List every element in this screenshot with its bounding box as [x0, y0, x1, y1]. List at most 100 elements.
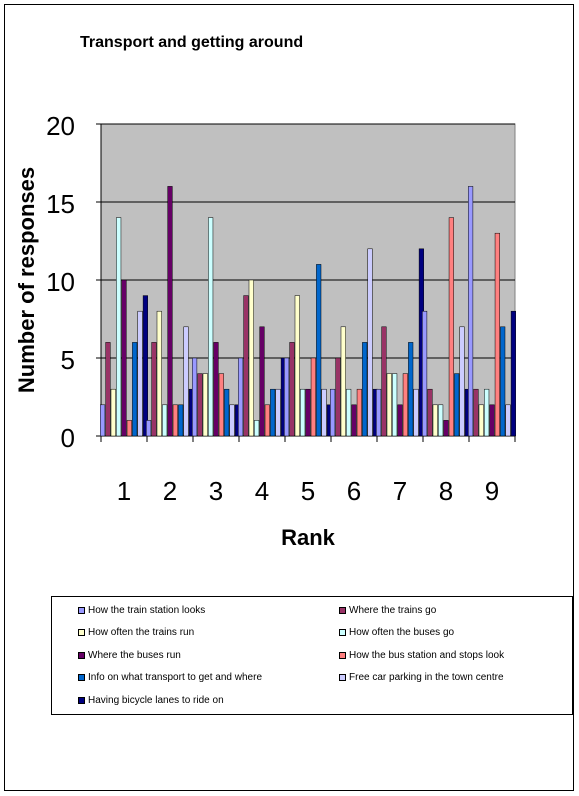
bar [264, 404, 270, 437]
legend-label: How often the buses go [349, 627, 455, 638]
bar [335, 357, 341, 437]
bar [254, 420, 260, 437]
bar [172, 404, 178, 437]
legend-swatch [78, 629, 85, 636]
bar [459, 326, 465, 437]
bar [484, 388, 490, 437]
x-axis-label: Rank [281, 525, 336, 550]
chart-legend: How the train station looks Where the tra… [51, 596, 573, 715]
bar [478, 404, 484, 437]
legend-label: Info on what transport to get and where [88, 672, 262, 683]
bar [213, 342, 219, 437]
legend-item: Having bicycle lanes to ride on [78, 693, 224, 707]
bar [167, 186, 173, 437]
bar [392, 373, 398, 437]
bar [316, 264, 322, 437]
legend-label: Free car parking in the town centre [349, 672, 504, 683]
bar [192, 357, 198, 437]
bar [386, 373, 392, 437]
legend-item: Info on what transport to get and where [78, 671, 262, 685]
bar [156, 310, 162, 437]
bar [413, 388, 419, 437]
legend-swatch [339, 629, 346, 636]
legend-swatch [78, 651, 85, 659]
bar [132, 342, 138, 437]
bar [468, 186, 474, 437]
bar [376, 388, 382, 437]
bar [494, 232, 500, 437]
bar [346, 388, 352, 437]
bar [443, 420, 449, 437]
bar [321, 388, 327, 437]
legend-item: Free car parking in the town centre [339, 671, 504, 685]
legend-swatch [339, 606, 346, 614]
bar [105, 342, 111, 437]
bar [510, 310, 516, 437]
bar [229, 404, 235, 437]
bar [202, 373, 208, 437]
legend-swatch [339, 674, 346, 681]
bar [248, 279, 254, 437]
legend-label: How the train station looks [88, 604, 206, 616]
y-tick-label: 0 [61, 423, 75, 453]
bar [270, 388, 276, 437]
bar [427, 388, 433, 437]
bar [397, 404, 403, 437]
bar [275, 388, 281, 437]
bar [330, 388, 336, 437]
legend-label: Having bicycle lanes to ride on [88, 694, 224, 706]
bar [500, 326, 506, 437]
x-tick-label: 4 [255, 476, 269, 506]
bar [142, 295, 148, 437]
legend-label: Where the buses run [88, 649, 181, 661]
legend-item: Where the trains go [339, 603, 436, 617]
chart-title: Transport and getting around [80, 34, 304, 51]
bar [473, 388, 479, 437]
legend-label: How the bus station and stops look [349, 649, 505, 661]
bar [218, 373, 224, 437]
bar [197, 373, 203, 437]
bar [362, 342, 368, 437]
bar [489, 404, 495, 437]
bar [116, 217, 122, 437]
bar [505, 404, 511, 437]
x-tick-label: 1 [117, 476, 131, 506]
x-tick-label: 7 [393, 476, 407, 506]
bar [340, 326, 346, 437]
y-tick-label: 15 [46, 189, 75, 219]
y-tick-label: 10 [46, 267, 75, 297]
bar [422, 310, 428, 437]
legend-swatch [339, 651, 346, 659]
x-tick-label: 8 [439, 476, 453, 506]
bar [289, 342, 295, 437]
bar [178, 404, 184, 437]
bar [438, 404, 444, 437]
bar [381, 326, 387, 437]
bar [238, 357, 244, 437]
bar [367, 248, 373, 437]
legend-label: How often the trains run [88, 627, 195, 638]
bar [305, 388, 311, 437]
x-tick-label: 2 [163, 476, 177, 506]
legend-swatch [78, 674, 85, 681]
legend-swatch [78, 696, 85, 704]
bar [351, 404, 357, 437]
bar [294, 295, 300, 437]
bar [110, 388, 116, 437]
legend-item: How often the trains run [78, 626, 194, 640]
legend-item: How the bus station and stops look [339, 648, 504, 662]
bar [183, 326, 189, 437]
bar [146, 420, 152, 437]
bar [408, 342, 414, 437]
legend-item: Where the buses run [78, 648, 181, 662]
bar [356, 388, 362, 437]
bar [454, 373, 460, 437]
x-tick-label: 3 [209, 476, 223, 506]
bar [162, 404, 168, 437]
bar [259, 326, 265, 437]
bar [310, 357, 316, 437]
bar [224, 388, 230, 437]
bar [121, 279, 127, 437]
bar [137, 310, 143, 437]
legend-item: How often the buses go [339, 626, 454, 640]
